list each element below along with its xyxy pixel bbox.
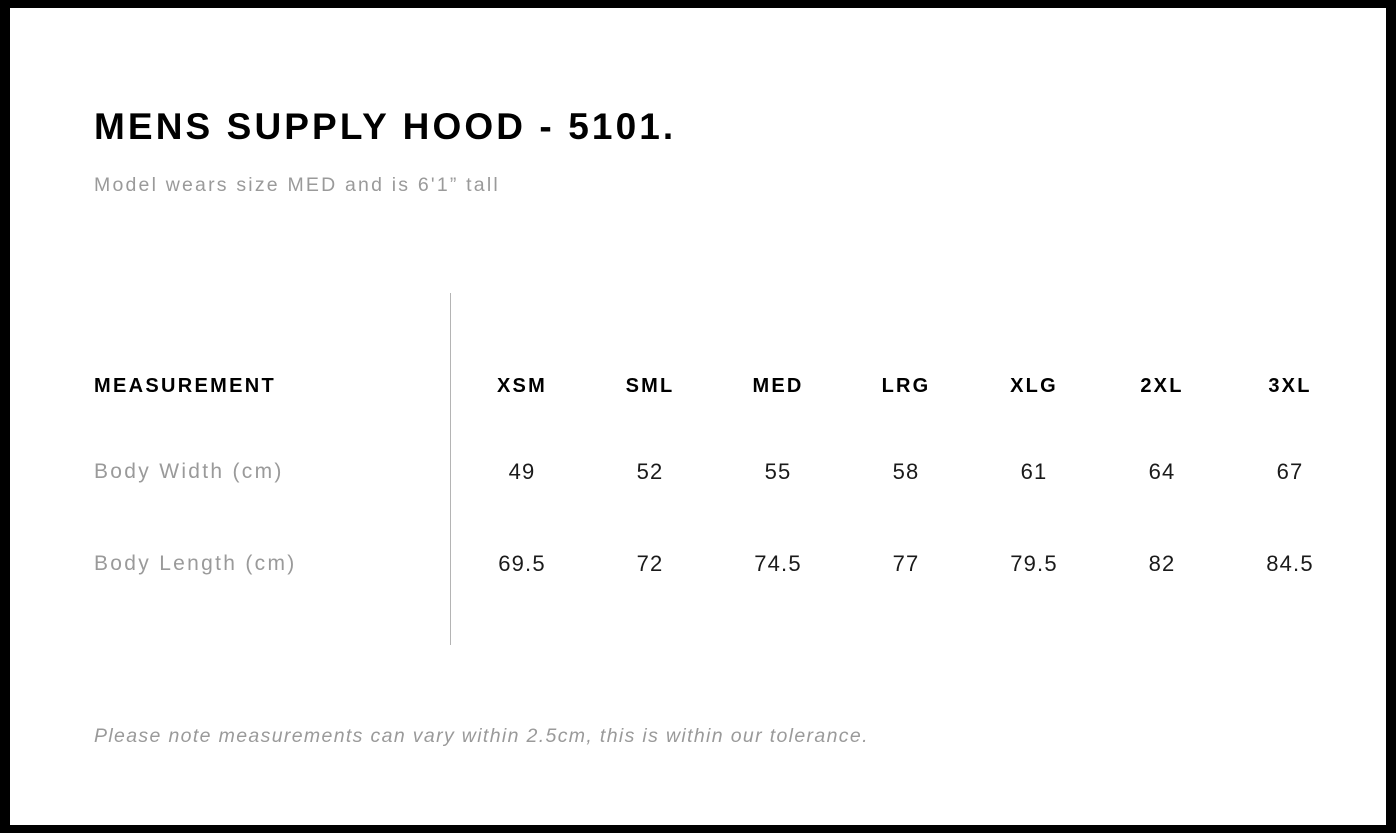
- cell-body-width-sml: 52: [636, 459, 664, 484]
- cell-body-length-xlg: 79.5: [1010, 551, 1058, 576]
- table-bottom-spacer: [94, 610, 1354, 670]
- cell-body-length-lrg: 77: [892, 551, 920, 576]
- row-label-body-length: Body Length (cm): [94, 552, 297, 575]
- column-header-2xl: 2XL: [1140, 375, 1184, 397]
- column-header-lrg: LRG: [881, 375, 931, 397]
- table-row-body-width: Body Width (cm) 49 52 55 58 61 64 67: [94, 426, 1354, 518]
- table-top-spacer: [94, 293, 1354, 347]
- cell-body-length-xsm: 69.5: [498, 551, 546, 576]
- cell-body-width-med: 55: [764, 459, 792, 484]
- tolerance-footnote: Please note measurements can vary within…: [94, 725, 869, 747]
- column-header-3xl: 3XL: [1268, 375, 1312, 397]
- cell-body-length-3xl: 84.5: [1266, 551, 1314, 576]
- cell-body-width-xsm: 49: [508, 459, 536, 484]
- column-header-xlg: XLG: [1010, 375, 1058, 397]
- table-column-divider: [450, 293, 451, 645]
- size-chart-card: MENS SUPPLY HOOD - 5101. Model wears siz…: [10, 8, 1386, 825]
- column-header-xsm: XSM: [497, 375, 547, 397]
- cell-body-width-lrg: 58: [892, 459, 920, 484]
- cell-body-length-sml: 72: [636, 551, 664, 576]
- table-row-body-length: Body Length (cm) 69.5 72 74.5 77 79.5 82…: [94, 518, 1354, 610]
- page-subtitle: Model wears size MED and is 6'1” tall: [94, 173, 500, 196]
- header-block: MENS SUPPLY HOOD - 5101. Model wears siz…: [94, 106, 1294, 197]
- measurement-table: MEASUREMENT XSM SML MED LRG XLG 2XL 3XL …: [94, 293, 1354, 670]
- cell-body-length-2xl: 82: [1148, 551, 1176, 576]
- cell-body-width-xlg: 61: [1020, 459, 1048, 484]
- table-header-row: MEASUREMENT XSM SML MED LRG XLG 2XL 3XL: [94, 347, 1354, 426]
- row-label-body-width: Body Width (cm): [94, 460, 284, 483]
- column-header-sml: SML: [625, 375, 675, 397]
- cell-body-width-2xl: 64: [1148, 459, 1176, 484]
- cell-body-length-med: 74.5: [754, 551, 802, 576]
- column-header-measurement: MEASUREMENT: [94, 375, 276, 397]
- column-header-med: MED: [752, 375, 804, 397]
- cell-body-width-3xl: 67: [1276, 459, 1304, 484]
- page-title: MENS SUPPLY HOOD - 5101.: [94, 106, 677, 147]
